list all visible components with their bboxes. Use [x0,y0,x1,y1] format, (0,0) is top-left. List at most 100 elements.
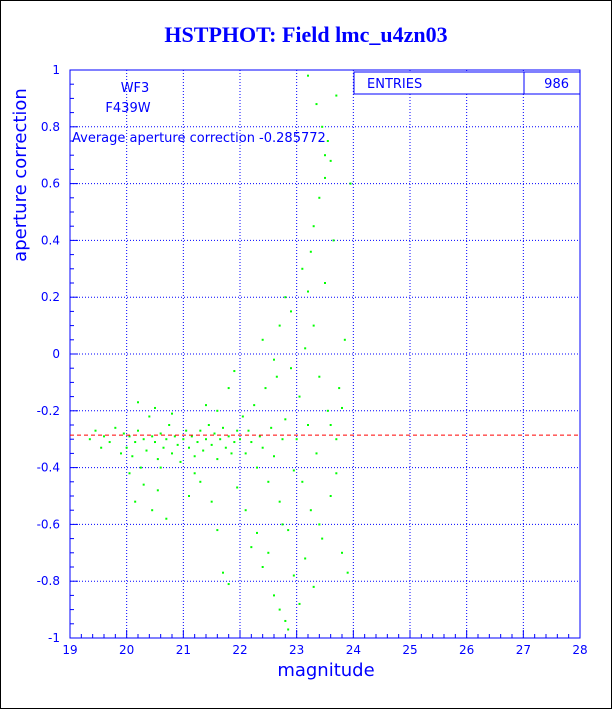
y-tick-label: 0 [52,347,60,361]
entries-value: 986 [544,77,569,92]
data-point [287,628,290,631]
data-point [188,446,190,449]
x-tick-label: 22 [232,643,247,657]
data-point [120,452,122,455]
data-point [284,296,287,299]
data-point [298,395,301,398]
data-point [134,500,137,503]
data-point [256,466,258,469]
data-point [185,429,188,432]
data-point [148,415,151,418]
data-point [329,495,332,497]
data-point [343,338,346,341]
entries-label: ENTRIES [367,77,422,92]
data-point [159,432,162,435]
data-point [114,426,117,429]
data-point [190,435,193,438]
data-point [244,509,247,512]
data-point [122,432,125,435]
chip-label: WF3 [121,81,150,96]
data-point [247,429,250,432]
y-tick-label: 0.6 [41,177,60,191]
data-point [162,446,165,449]
data-point [304,557,307,560]
data-point [202,449,205,452]
data-point [137,401,139,404]
data-point [281,438,284,441]
data-point [278,324,281,327]
data-point [151,435,154,438]
data-point [335,438,338,441]
data-point [100,446,103,449]
x-axis-label: magnitude [277,660,374,681]
data-point [88,438,91,441]
filter-label: F439W [105,101,150,116]
data-point [329,424,332,426]
data-point [335,472,338,475]
data-point [151,509,154,512]
data-point [281,523,284,526]
data-point [321,537,324,540]
x-tick-label: 26 [459,643,474,657]
data-point [210,500,213,503]
data-point [156,458,159,461]
data-point [131,455,134,458]
data-point [341,551,343,554]
y-tick-label: 0.2 [41,290,60,304]
data-point [171,412,173,415]
data-point [222,426,224,429]
data-point [227,435,230,438]
data-point [154,406,156,409]
data-point [270,426,273,429]
data-point [193,455,196,458]
data-point [165,438,168,441]
data-point [315,103,318,106]
data-point [176,443,179,446]
data-point [179,460,182,463]
data-point [261,446,264,449]
data-point [236,486,239,489]
data-point [230,452,233,455]
data-point [173,435,176,438]
data-point [108,441,111,444]
data-point [250,546,253,549]
data-point [139,466,142,469]
data-point [205,438,207,441]
data-point [213,432,216,435]
data-point [205,404,207,407]
data-point [244,452,247,455]
data-point [301,267,304,270]
data-point [321,125,324,128]
data-point [312,225,315,228]
data-point [309,509,312,512]
y-tick-label: -0.4 [37,461,60,475]
data-point [292,574,295,577]
data-point [227,583,230,586]
y-axis-label: aperture correction [10,88,31,262]
y-tick-label: -0.8 [37,574,60,588]
data-point [290,367,292,370]
data-point [298,602,301,605]
data-point [199,480,202,483]
data-point [239,438,241,441]
data-point [193,472,196,475]
y-tick-label: -1 [48,631,60,645]
y-tick-label: 0.4 [41,233,60,247]
x-tick-label: 24 [346,643,361,657]
data-point [338,387,341,390]
data-point [227,387,230,390]
data-point [256,531,258,534]
data-point [324,154,326,157]
data-point [335,94,338,97]
data-point [145,449,148,452]
data-point [137,429,139,432]
data-point [199,429,202,432]
data-point [128,435,131,438]
data-point [295,438,298,441]
x-tick-label: 20 [119,643,134,657]
data-point [253,404,256,407]
x-tick-label: 23 [289,643,304,657]
data-point [142,438,145,441]
data-point [103,435,105,438]
data-point [332,239,335,242]
